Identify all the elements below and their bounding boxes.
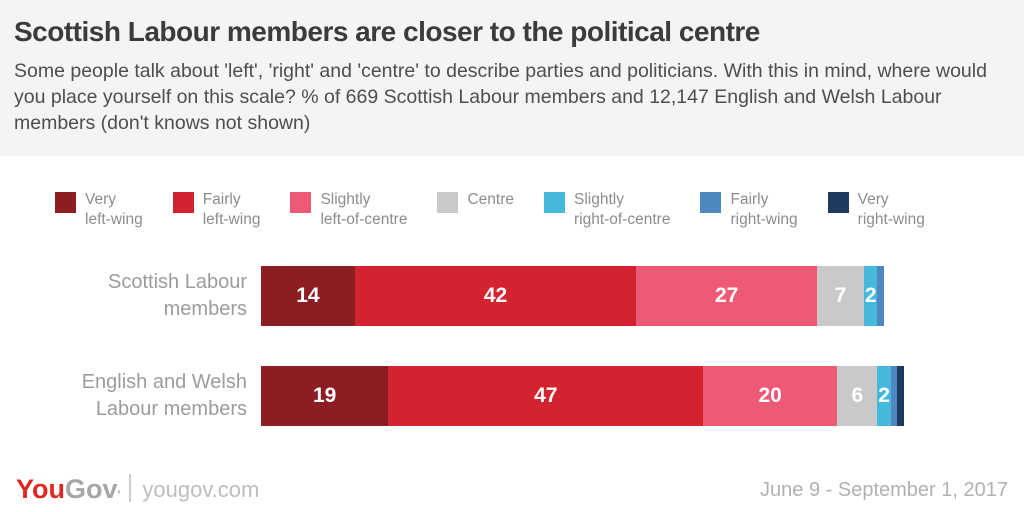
legend-item-1: Very left-wing xyxy=(55,190,143,230)
legend-item-6: Fairly right-wing xyxy=(700,190,798,230)
bar-track: 14 42 27 7 2 xyxy=(261,266,931,326)
bar-category-label: English and Welsh Labour members xyxy=(81,371,247,420)
legend-label: Fairly right-wing xyxy=(730,191,798,228)
legend-item-3: Slightly left-of-centre xyxy=(290,190,407,230)
legend-swatch-icon xyxy=(55,192,76,213)
logo-gov-text: Gov xyxy=(65,474,118,504)
legend-item-4: Centre xyxy=(437,190,514,230)
bar-track: 19 47 20 6 2 xyxy=(261,366,931,426)
bar-segment: 6 xyxy=(837,366,878,426)
fieldwork-date-range: June 9 - September 1, 2017 xyxy=(760,479,1008,501)
bar-category-label: Scottish Labour members xyxy=(108,271,247,320)
bar-segment: 20 xyxy=(703,366,838,426)
legend-swatch-icon xyxy=(437,192,459,213)
segment-value-label: 7 xyxy=(834,284,847,307)
legend-item-7: Very right-wing xyxy=(827,190,925,230)
bar-segment: 2 xyxy=(877,366,891,426)
segment-value-label: 14 xyxy=(296,284,320,307)
segment-value-label: 6 xyxy=(851,384,864,407)
chart-header: Scottish Labour members are closer to th… xyxy=(0,0,1024,156)
legend-item-2: Fairly left-wing xyxy=(172,190,261,230)
segment-value-label: 47 xyxy=(534,384,558,407)
chart-bars-area: Scottish Labour members 14 42 27 7 2 English a… xyxy=(0,266,1024,426)
bar-segment: 14 xyxy=(261,266,355,326)
legend-item-5: Slightly right-of-centre xyxy=(543,190,671,230)
bar-segment: 2 xyxy=(863,266,878,326)
legend-label: Slightly right-of-centre xyxy=(573,191,671,228)
legend-label: Fairly left-wing xyxy=(202,191,261,228)
bar-segment: 42 xyxy=(354,266,637,326)
segment-value-label: 27 xyxy=(714,284,739,307)
segment-value-label: 42 xyxy=(483,284,508,307)
bar-segment xyxy=(890,366,898,426)
chart-footer: You Gov ' yougov.com June 9 - September 1,… xyxy=(16,474,1008,504)
bar-segment: 27 xyxy=(636,266,818,326)
chart-legend: Very left-wing Fairly left-wing Slightly l… xyxy=(55,190,1024,230)
legend-swatch-icon xyxy=(172,192,194,213)
page-title: Scottish Labour members are closer to th… xyxy=(14,16,760,47)
yougov-logo: You Gov ' yougov.com xyxy=(16,474,260,504)
bar-segment: 7 xyxy=(817,266,864,326)
legend-label: Slightly left-of-centre xyxy=(320,191,408,228)
segment-value-label: 20 xyxy=(758,384,782,407)
legend-label: Very right-wing xyxy=(857,191,925,228)
bar-segment: 47 xyxy=(388,366,704,426)
logo-divider xyxy=(129,474,132,502)
logo-you-text: You xyxy=(16,474,65,504)
segment-value-label: 19 xyxy=(312,384,337,407)
bar-segment: 19 xyxy=(261,366,389,426)
segment-value-label: 2 xyxy=(878,384,890,407)
bar-segment xyxy=(877,266,885,326)
chart-subtitle: Some people talk about 'left', 'right' a… xyxy=(14,60,987,134)
segment-value-label: 2 xyxy=(864,284,877,307)
legend-swatch-icon xyxy=(290,192,312,213)
logo-apostrophe-mark: ' xyxy=(117,488,121,502)
legend-label: Very left-wing xyxy=(85,191,143,228)
legend-swatch-icon xyxy=(700,192,722,213)
yougov-url-text: yougov.com xyxy=(142,477,260,502)
legend-swatch-icon xyxy=(827,192,849,213)
bar-segment xyxy=(897,366,905,426)
bar-row-2: English and Welsh Labour members 19 47 20 6 2 xyxy=(0,366,1024,426)
bar-row-1: Scottish Labour members 14 42 27 7 2 xyxy=(0,266,1024,326)
legend-swatch-icon xyxy=(543,192,565,213)
legend-label: Centre xyxy=(467,191,514,208)
